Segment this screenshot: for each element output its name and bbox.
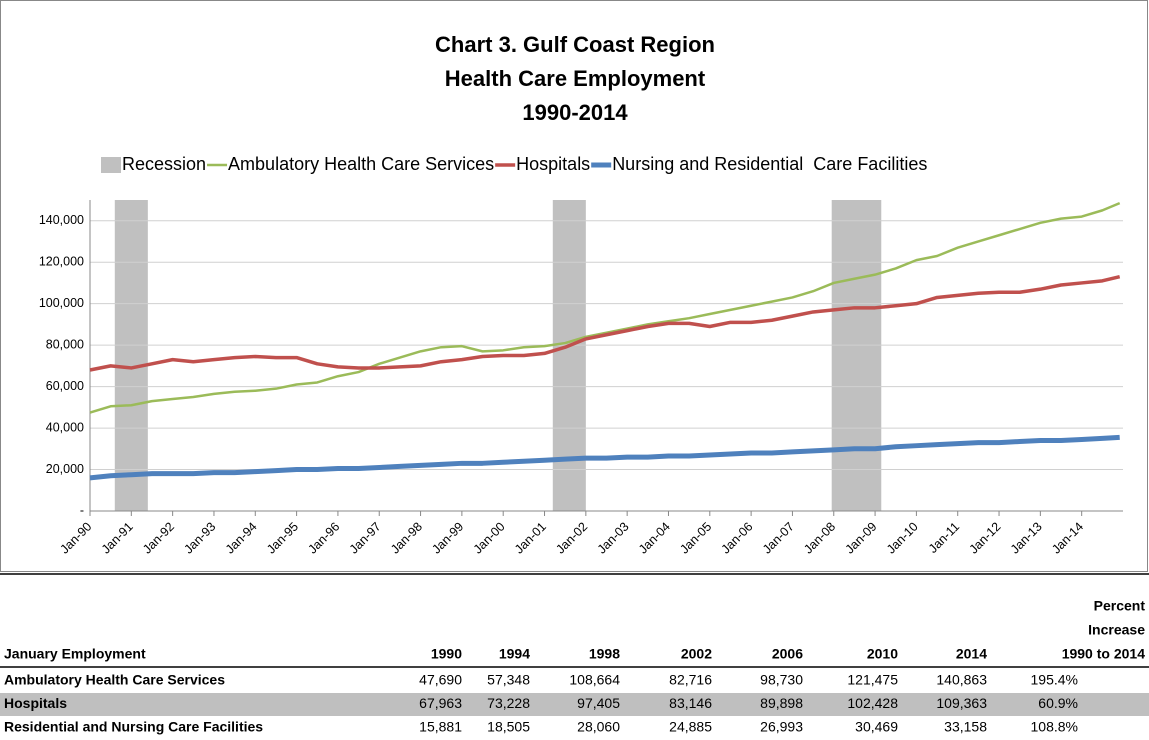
table-header: 2014	[956, 646, 987, 662]
recession-band	[552, 200, 586, 511]
chart-title: Chart 3. Gulf Coast Region	[435, 32, 715, 57]
row-label: Ambulatory Health Care Services	[4, 672, 225, 688]
y-tick-label: 40,000	[46, 420, 84, 434]
table-cell: 82,716	[669, 672, 712, 688]
y-tick-label: 60,000	[46, 379, 84, 393]
series-line	[89, 201, 1121, 414]
y-tick-label: 140,000	[39, 213, 84, 227]
table-cell: 121,475	[847, 672, 898, 688]
table-cell: 109,363	[936, 695, 987, 711]
table-cell: 83,146	[669, 695, 712, 711]
table-header: 1990	[431, 646, 462, 662]
table-cell: 67,963	[419, 695, 462, 711]
legend-label: Nursing and Residential Care Facilities	[612, 154, 927, 174]
table-header: 1998	[589, 646, 620, 662]
chart-title: Health Care Employment	[445, 66, 706, 91]
table-cell: 30,469	[855, 719, 898, 735]
table-header: 1994	[499, 646, 530, 662]
series-line	[89, 434, 1120, 481]
table-cell: 73,228	[487, 695, 530, 711]
table-cell: 60.9%	[1038, 695, 1078, 711]
table-header: 2010	[867, 646, 898, 662]
table-header: January Employment	[4, 646, 146, 662]
table-cell: 108,664	[569, 672, 620, 688]
y-tick-label: 120,000	[39, 254, 84, 268]
table-cell: 102,428	[847, 695, 898, 711]
row-label: Hospitals	[4, 695, 67, 711]
row-band	[0, 693, 1149, 716]
recession-band	[831, 200, 882, 511]
table-cell: 28,060	[577, 719, 620, 735]
table-header: 2002	[681, 646, 712, 662]
table-cell: 33,158	[944, 719, 987, 735]
y-tick-label: 100,000	[39, 296, 84, 310]
table-header: 1990 to 2014	[1062, 646, 1145, 662]
legend-swatch	[101, 157, 121, 173]
legend-label: Recession	[122, 154, 206, 174]
table-cell: 26,993	[760, 719, 803, 735]
legend-label: Hospitals	[516, 154, 590, 174]
table-cell: 89,898	[760, 695, 803, 711]
table-cell: 57,348	[487, 672, 530, 688]
table-cell: 24,885	[669, 719, 712, 735]
table-cell: 98,730	[760, 672, 803, 688]
y-tick-label: 80,000	[46, 337, 84, 351]
table-cell: 97,405	[577, 695, 620, 711]
recession-band	[114, 200, 148, 511]
table-cell: 15,881	[419, 719, 462, 735]
y-tick-label: -	[80, 503, 84, 517]
table-cell: 47,690	[419, 672, 462, 688]
table-cell: 195.4%	[1031, 672, 1078, 688]
series-line	[89, 275, 1121, 372]
table-cell: 140,863	[936, 672, 987, 688]
table-cell: 18,505	[487, 719, 530, 735]
table-header: 2006	[772, 646, 803, 662]
row-label: Residential and Nursing Care Facilities	[4, 719, 263, 735]
table-cell: 108.8%	[1031, 719, 1078, 735]
legend-label: Ambulatory Health Care Services	[228, 154, 494, 174]
table-header: Increase	[1088, 622, 1145, 638]
table-header: Percent	[1094, 598, 1146, 614]
y-tick-label: 20,000	[46, 462, 84, 476]
chart-title: 1990-2014	[522, 100, 628, 125]
